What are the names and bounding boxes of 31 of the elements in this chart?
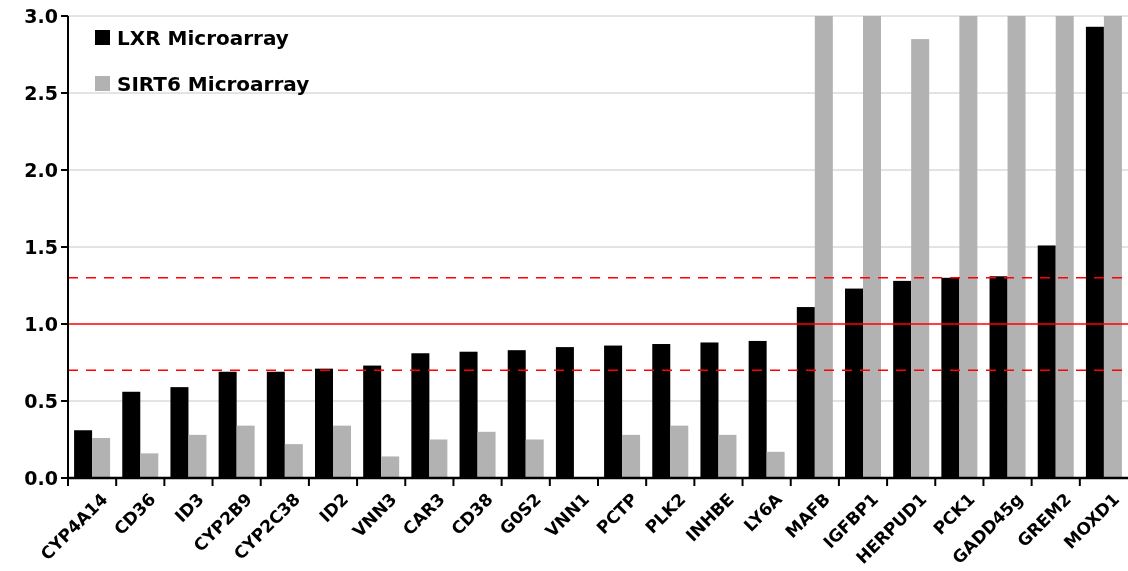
bar (236, 425, 255, 478)
bar (333, 425, 351, 478)
bar (911, 39, 930, 478)
y-tick-label: 0.5 (24, 389, 58, 412)
bar (525, 439, 544, 478)
bar (1055, 16, 1074, 478)
y-tick-label: 2.0 (24, 158, 58, 181)
y-tick-label: 3.0 (24, 4, 58, 27)
y-tick-label: 2.5 (24, 81, 58, 104)
bar (959, 16, 978, 478)
y-tick-label: 1.0 (24, 312, 58, 335)
bar (92, 437, 111, 478)
bar (188, 434, 207, 478)
bar (766, 451, 785, 478)
bar (814, 16, 833, 478)
x-tick-label: ID2 (315, 489, 353, 527)
bar (1007, 16, 1026, 478)
legend-label: LXR Microarray (117, 26, 289, 50)
bar (140, 453, 159, 478)
bar (670, 425, 689, 478)
bar (1103, 16, 1122, 478)
y-tick-label: 0.0 (24, 466, 58, 489)
bar (622, 434, 641, 478)
bar (477, 431, 496, 478)
y-tick-label: 1.5 (24, 235, 58, 258)
bar (718, 434, 737, 478)
bar (863, 16, 881, 478)
legend-label: SIRT6 Microarray (117, 72, 310, 96)
bar (429, 439, 448, 478)
bar (381, 456, 400, 478)
bar (284, 444, 303, 478)
